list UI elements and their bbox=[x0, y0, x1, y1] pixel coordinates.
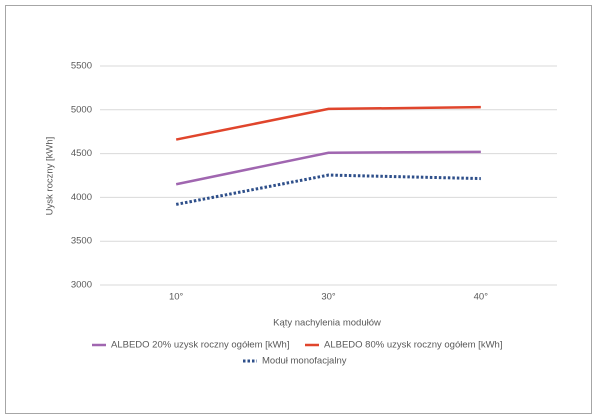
series-line bbox=[175, 150, 481, 186]
x-tick-label: 40° bbox=[474, 292, 489, 303]
y-tick-label: 3000 bbox=[71, 280, 92, 291]
series-line bbox=[175, 105, 481, 141]
x-tick-label: 30° bbox=[321, 292, 336, 303]
legend-label: ALBEDO 80% uzysk roczny ogółem [kWh] bbox=[324, 340, 502, 351]
y-tick-label: 4500 bbox=[71, 148, 92, 159]
y-tick-label: 5000 bbox=[71, 104, 92, 115]
x-tick-label: 10° bbox=[169, 292, 184, 303]
legend-label: ALBEDO 20% uzysk roczny ogółem [kWh] bbox=[111, 340, 289, 351]
y-tick-label: 4000 bbox=[71, 192, 92, 203]
chart-frame bbox=[5, 5, 592, 414]
y-axis-label: Uysk roczny [kWh] bbox=[45, 137, 56, 216]
x-axis-label: Kąty nachylenia modułów bbox=[273, 318, 381, 329]
legend-label: Moduł monofacjalny bbox=[262, 356, 347, 367]
y-tick-label: 3500 bbox=[71, 236, 92, 247]
y-tick-label: 5500 bbox=[71, 61, 92, 72]
series-line bbox=[175, 173, 481, 206]
